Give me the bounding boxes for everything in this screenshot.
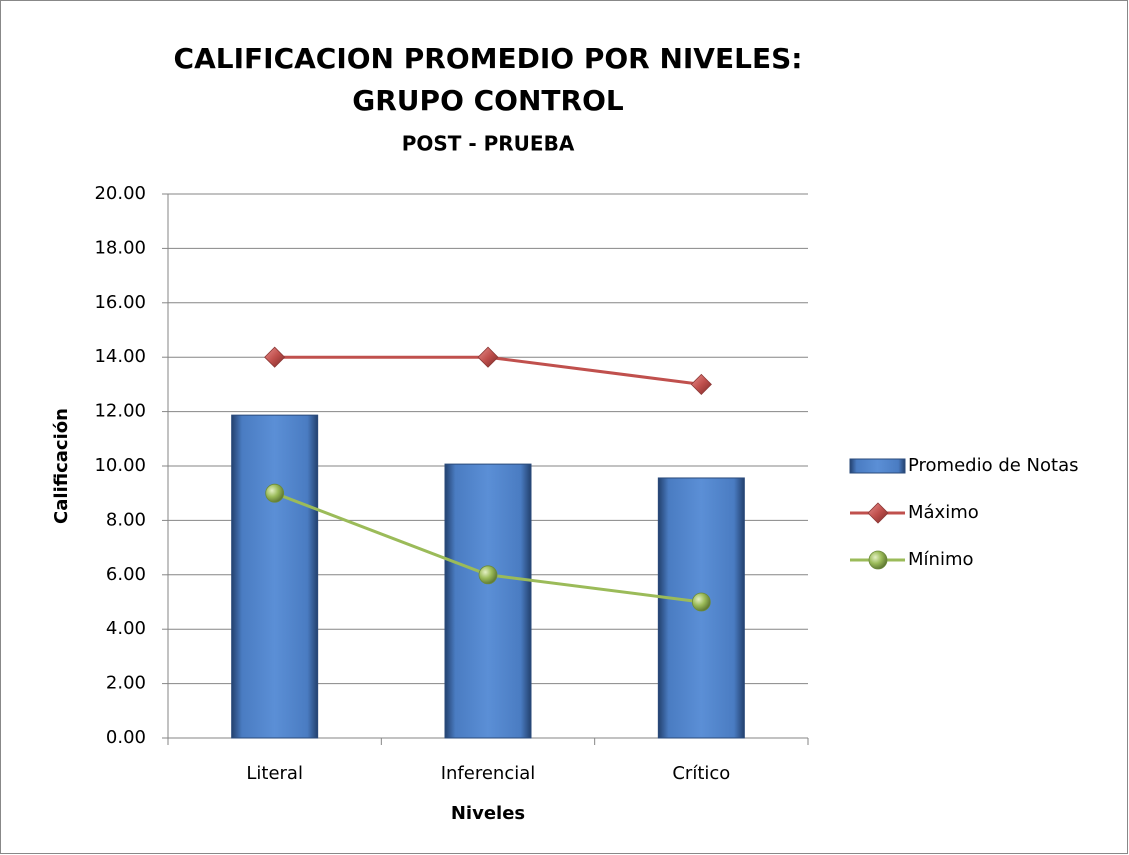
chart-subtitle: POST - PRUEBA: [402, 132, 575, 156]
y-tick-label: 4.00: [106, 618, 146, 639]
point: [264, 346, 286, 368]
point: [265, 483, 285, 503]
legend-label: Máximo: [908, 502, 979, 523]
bar: [231, 414, 319, 739]
x-tick-label: Crítico: [672, 763, 730, 784]
legend-swatch: [849, 458, 906, 474]
legend-label: Promedio de Notas: [908, 455, 1079, 476]
y-tick-label: 14.00: [94, 346, 146, 367]
point: [690, 373, 712, 395]
y-tick-label: 8.00: [106, 509, 146, 530]
y-tick-label: 16.00: [94, 292, 146, 313]
x-tick-label: Literal: [246, 763, 303, 784]
y-axis-label: Calificación: [51, 408, 72, 524]
y-tick-label: 12.00: [94, 401, 146, 422]
y-tick-label: 2.00: [106, 673, 146, 694]
y-tick-label: 10.00: [94, 455, 146, 476]
point: [478, 565, 498, 585]
y-tick-label: 20.00: [94, 183, 146, 204]
legend-label: Mínimo: [908, 549, 974, 570]
point: [691, 592, 711, 612]
chart-title: CALIFICACION PROMEDIO POR NIVELES:: [174, 42, 803, 75]
x-tick-label: Inferencial: [441, 763, 536, 784]
legend-marker: [868, 550, 888, 570]
y-tick-label: 0.00: [106, 727, 146, 748]
x-axis-label: Niveles: [451, 803, 525, 824]
point: [477, 346, 499, 368]
y-tick-label: 18.00: [94, 237, 146, 258]
y-tick-label: 6.00: [106, 564, 146, 585]
chart-title: GRUPO CONTROL: [352, 84, 624, 117]
bar: [444, 463, 532, 739]
legend-marker: [867, 502, 889, 524]
